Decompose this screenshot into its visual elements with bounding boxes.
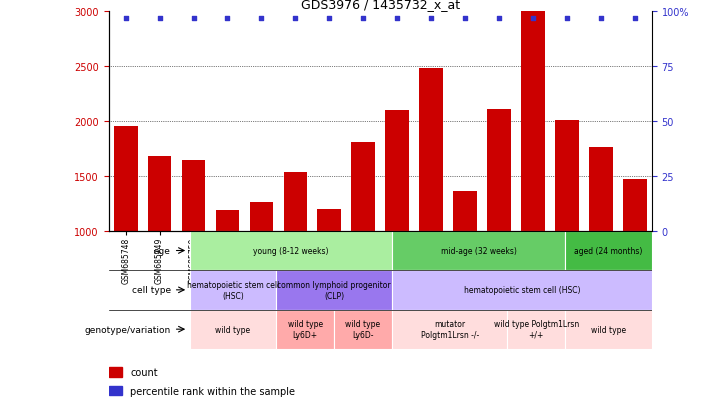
Bar — [182, 160, 205, 231]
Point — [392, 16, 403, 22]
Text: wild type
Ly6D-: wild type Ly6D- — [346, 320, 381, 339]
Bar — [522, 12, 545, 231]
Point — [460, 16, 471, 22]
Bar — [392, 231, 565, 271]
Bar — [276, 271, 392, 310]
Text: wild type Polgtm1Lrsn
+/+: wild type Polgtm1Lrsn +/+ — [494, 320, 579, 339]
Text: mid-age (32 weeks): mid-age (32 weeks) — [441, 247, 517, 255]
Point — [222, 16, 233, 22]
Text: wild type
Ly6D+: wild type Ly6D+ — [287, 320, 322, 339]
Text: mutator
Polgtm1Lrsn -/-: mutator Polgtm1Lrsn -/- — [421, 320, 479, 339]
Point — [527, 16, 538, 22]
Point — [595, 16, 606, 22]
Bar — [250, 203, 273, 231]
Bar — [318, 209, 341, 231]
Text: young (8-12 weeks): young (8-12 weeks) — [253, 247, 329, 255]
Bar — [216, 211, 239, 231]
Text: age: age — [154, 247, 171, 255]
Bar — [189, 310, 276, 349]
Point — [629, 16, 641, 22]
Point — [494, 16, 505, 22]
Text: hematopoietic stem cell
(HSC): hematopoietic stem cell (HSC) — [186, 280, 279, 300]
Bar — [487, 110, 511, 231]
Bar — [276, 310, 334, 349]
Bar — [419, 69, 443, 231]
Point — [154, 16, 165, 22]
Bar — [508, 310, 565, 349]
Point — [120, 16, 131, 22]
Point — [256, 16, 267, 22]
Text: cell type: cell type — [132, 286, 171, 294]
Text: count: count — [130, 367, 158, 377]
Point — [290, 16, 301, 22]
Text: wild type: wild type — [215, 325, 250, 334]
Text: common lymphoid progenitor
(CLP): common lymphoid progenitor (CLP) — [277, 280, 391, 300]
Bar — [565, 231, 652, 271]
Title: GDS3976 / 1435732_x_at: GDS3976 / 1435732_x_at — [301, 0, 460, 11]
Bar — [109, 386, 122, 396]
Bar — [386, 111, 409, 231]
Bar — [114, 126, 137, 231]
Text: genotype/variation: genotype/variation — [85, 325, 171, 334]
Bar — [351, 142, 375, 231]
Text: wild type: wild type — [591, 325, 626, 334]
Bar — [189, 231, 392, 271]
Bar — [589, 148, 613, 231]
Text: percentile rank within the sample: percentile rank within the sample — [130, 386, 295, 396]
Bar — [392, 271, 652, 310]
Point — [324, 16, 335, 22]
Point — [426, 16, 437, 22]
Bar — [148, 157, 172, 231]
Point — [358, 16, 369, 22]
Bar — [334, 310, 392, 349]
Bar — [454, 192, 477, 231]
Text: hematopoietic stem cell (HSC): hematopoietic stem cell (HSC) — [463, 286, 580, 294]
Bar — [283, 172, 307, 231]
Bar — [109, 367, 122, 377]
Bar — [623, 180, 647, 231]
Bar — [392, 310, 508, 349]
Bar — [565, 310, 652, 349]
Text: aged (24 months): aged (24 months) — [574, 247, 643, 255]
Point — [562, 16, 573, 22]
Bar — [189, 271, 276, 310]
Bar — [555, 121, 579, 231]
Point — [188, 16, 199, 22]
